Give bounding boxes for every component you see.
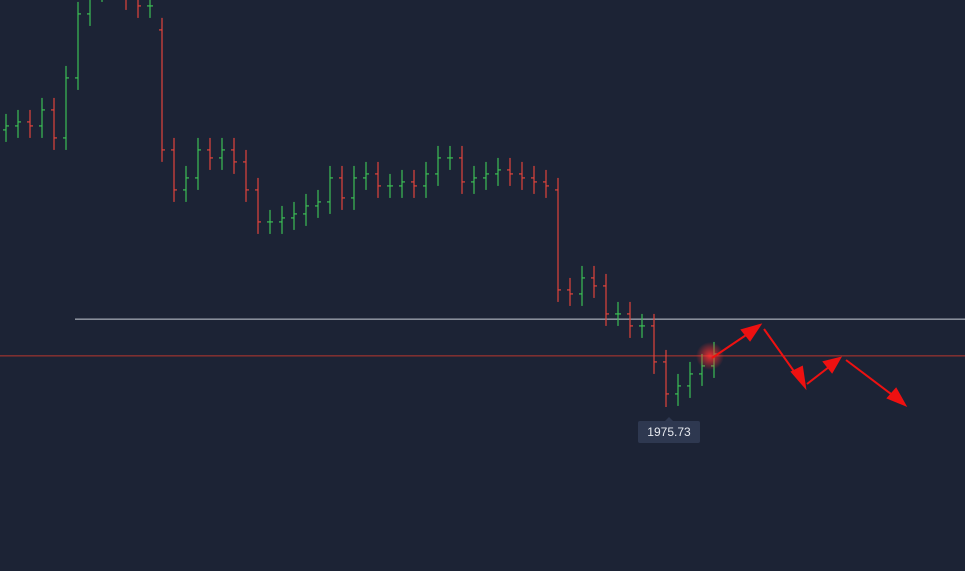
label-box [638, 421, 700, 443]
low-label-text: 1975.73 [647, 425, 691, 439]
low-label: 1975.73 [638, 417, 700, 443]
arrow-head [886, 387, 908, 408]
forecast-arrows [711, 323, 908, 408]
label-pointer [664, 417, 674, 422]
glow [696, 342, 724, 370]
arrow-head [822, 356, 843, 374]
arrow-head [790, 365, 807, 391]
levels [0, 318, 965, 357]
arrow-head [740, 323, 763, 342]
bars [3, 0, 717, 407]
